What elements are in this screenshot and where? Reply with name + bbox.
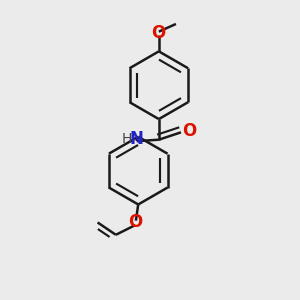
Text: O: O — [182, 122, 196, 140]
Text: H: H — [121, 132, 132, 146]
Text: O: O — [128, 213, 142, 231]
Text: N: N — [129, 130, 143, 148]
Text: O: O — [151, 24, 165, 42]
